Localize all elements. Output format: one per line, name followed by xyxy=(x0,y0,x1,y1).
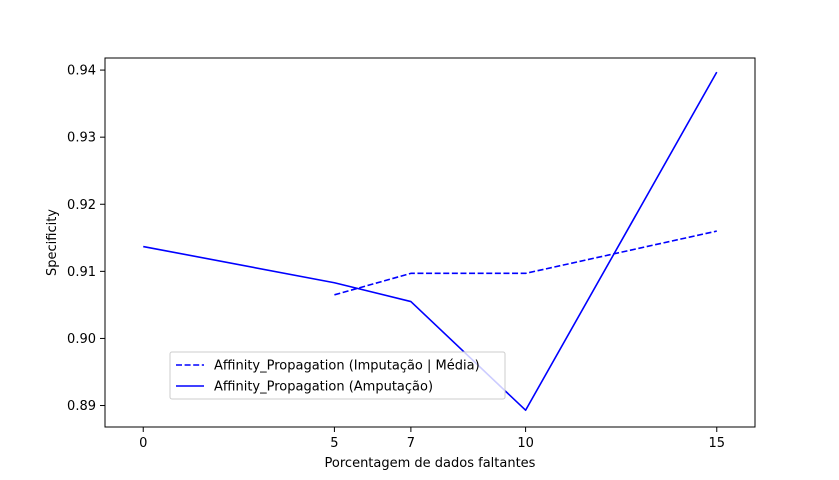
x-tick-label: 5 xyxy=(330,436,338,451)
x-axis: 0 5 7 10 15 xyxy=(139,427,725,451)
y-tick-label: 0.92 xyxy=(67,198,96,213)
x-axis-label: Porcentagem de dados faltantes xyxy=(325,456,536,471)
axes-frame xyxy=(104,57,756,428)
y-axis-label: Specificity xyxy=(45,209,60,276)
x-tick-label: 10 xyxy=(517,436,534,451)
series-line-amputacao xyxy=(143,71,718,412)
y-tick-label: 0.91 xyxy=(67,265,96,280)
plot-area xyxy=(143,71,718,412)
legend-label-amputacao: Affinity_Propagation (Amputação) xyxy=(214,380,433,395)
legend-box xyxy=(169,351,506,400)
y-tick-label: 0.93 xyxy=(67,131,96,146)
x-tick-label: 0 xyxy=(139,436,147,451)
y-tick-label: 0.89 xyxy=(67,399,96,414)
y-axis: 0.89 0.90 0.91 0.92 0.93 0.94 xyxy=(67,64,105,414)
series-line-imputacao xyxy=(334,230,717,296)
y-tick-label: 0.94 xyxy=(67,64,96,79)
y-tick-label: 0.90 xyxy=(67,332,96,347)
legend-label-imputacao: Affinity_Propagation (Imputação | Média) xyxy=(214,359,480,374)
x-tick-label: 7 xyxy=(407,436,415,451)
x-tick-label: 15 xyxy=(708,436,725,451)
legend: Affinity_Propagation (Imputação | Média)… xyxy=(169,351,506,400)
